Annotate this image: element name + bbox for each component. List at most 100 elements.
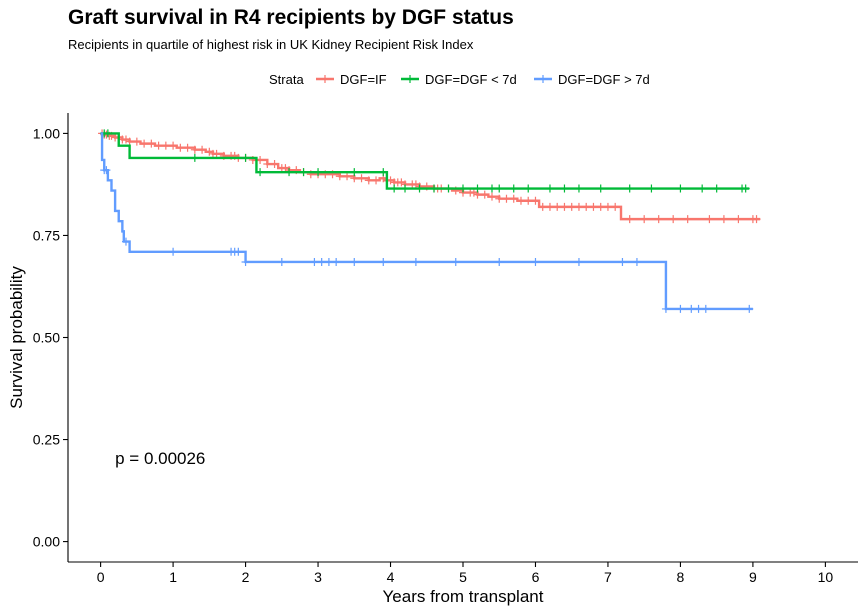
y-tick-label: 1.00 bbox=[33, 125, 60, 141]
censor-mark bbox=[411, 180, 420, 189]
legend-label: DGF=DGF > 7d bbox=[558, 72, 650, 87]
censor-mark bbox=[545, 184, 554, 193]
censor-mark bbox=[125, 137, 134, 146]
censor-mark bbox=[317, 257, 326, 266]
censor-mark bbox=[332, 257, 341, 266]
censor-mark bbox=[324, 257, 333, 266]
legend-label: DGF=IF bbox=[340, 72, 387, 87]
series-2 bbox=[100, 132, 754, 313]
plot-area: 0 1 2 3 4 5 6 7 8 9 10 0.00 0.25 0.50 0.75 1.00 bbox=[33, 113, 858, 585]
censor-mark bbox=[625, 215, 634, 224]
censor-mark bbox=[502, 194, 511, 203]
censor-mark bbox=[357, 174, 366, 183]
censor-mark bbox=[343, 172, 352, 181]
y-tick-label: 0.50 bbox=[33, 330, 60, 346]
censor-mark bbox=[701, 304, 710, 313]
censor-mark bbox=[169, 141, 178, 150]
censor-mark bbox=[661, 304, 670, 313]
censor-mark bbox=[121, 135, 130, 144]
censor-mark bbox=[469, 188, 478, 197]
legend-item: DGF=DGF > 7d bbox=[534, 72, 650, 87]
censor-mark bbox=[719, 215, 728, 224]
censor-mark bbox=[611, 202, 620, 211]
censor-mark bbox=[444, 184, 453, 193]
censor-mark bbox=[379, 168, 388, 177]
censor-mark bbox=[654, 215, 663, 224]
x-tick-label: 1 bbox=[169, 569, 177, 585]
censor-mark bbox=[415, 184, 424, 193]
censor-mark bbox=[350, 168, 359, 177]
censor-mark bbox=[560, 202, 569, 211]
censor-mark bbox=[560, 184, 569, 193]
censor-mark bbox=[596, 202, 605, 211]
censor-mark bbox=[553, 202, 562, 211]
censor-mark bbox=[741, 184, 750, 193]
censor-mark bbox=[574, 202, 583, 211]
censor-mark bbox=[683, 215, 692, 224]
censor-mark bbox=[676, 304, 685, 313]
censor-mark bbox=[487, 184, 496, 193]
x-tick-label: 7 bbox=[604, 569, 612, 585]
censor-mark bbox=[603, 202, 612, 211]
censor-mark bbox=[531, 257, 540, 266]
legend-item: DGF=DGF < 7d bbox=[401, 72, 517, 87]
censor-mark bbox=[705, 215, 714, 224]
censor-mark bbox=[712, 184, 721, 193]
legend: Strata DGF=IF DGF=DGF < 7d DGF=DGF > 7d bbox=[269, 72, 650, 87]
x-tick-label: 4 bbox=[387, 569, 395, 585]
censor-mark bbox=[451, 257, 460, 266]
censor-mark bbox=[190, 153, 199, 162]
censor-mark bbox=[531, 196, 540, 205]
censor-mark bbox=[618, 257, 627, 266]
censor-mark bbox=[310, 257, 319, 266]
censor-mark bbox=[676, 184, 685, 193]
censor-mark bbox=[524, 196, 533, 205]
censor-mark bbox=[285, 168, 294, 177]
censor-mark bbox=[509, 184, 518, 193]
censor-mark bbox=[574, 184, 583, 193]
censor-mark bbox=[459, 184, 467, 193]
p-value-annotation: p = 0.00026 bbox=[115, 449, 205, 468]
x-tick-label: 8 bbox=[677, 569, 685, 585]
x-tick-label: 5 bbox=[459, 569, 467, 585]
censor-mark bbox=[473, 184, 482, 193]
censor-mark bbox=[524, 184, 533, 193]
x-tick-label: 6 bbox=[532, 569, 540, 585]
censor-mark bbox=[263, 160, 272, 169]
censor-mark bbox=[190, 145, 199, 154]
legend-title: Strata bbox=[269, 72, 304, 87]
censor-mark bbox=[495, 194, 504, 203]
legend-label: DGF=DGF < 7d bbox=[425, 72, 517, 87]
survival-curve-line bbox=[100, 132, 753, 311]
censor-mark bbox=[161, 141, 170, 150]
censor-mark bbox=[625, 184, 634, 193]
censor-mark bbox=[176, 143, 185, 152]
censor-mark bbox=[480, 190, 489, 199]
legend-item: DGF=IF bbox=[316, 72, 387, 87]
censor-mark bbox=[390, 184, 399, 193]
censor-mark bbox=[198, 145, 207, 154]
censor-mark bbox=[154, 141, 163, 150]
censor-mark bbox=[538, 202, 547, 211]
censor-mark bbox=[647, 184, 656, 193]
censor-mark bbox=[281, 164, 290, 173]
x-tick-label: 0 bbox=[97, 569, 105, 585]
censor-mark bbox=[299, 168, 308, 177]
censor-mark bbox=[509, 194, 518, 203]
censor-mark bbox=[734, 215, 743, 224]
censor-mark bbox=[640, 215, 649, 224]
censor-mark bbox=[103, 129, 112, 138]
x-tick-label: 9 bbox=[749, 569, 757, 585]
censor-mark bbox=[687, 304, 696, 313]
y-tick-label: 0.75 bbox=[33, 227, 60, 243]
censor-mark bbox=[516, 196, 525, 205]
censor-mark bbox=[270, 160, 279, 169]
censor-mark bbox=[430, 184, 439, 193]
censor-mark bbox=[401, 184, 410, 193]
censor-mark bbox=[379, 257, 388, 266]
censor-mark bbox=[169, 247, 178, 256]
chart-title: Graft survival in R4 recipients by DGF s… bbox=[68, 6, 514, 29]
censor-mark bbox=[495, 257, 504, 266]
survival-curve-line bbox=[100, 132, 761, 221]
y-tick-label: 0.00 bbox=[33, 534, 60, 550]
